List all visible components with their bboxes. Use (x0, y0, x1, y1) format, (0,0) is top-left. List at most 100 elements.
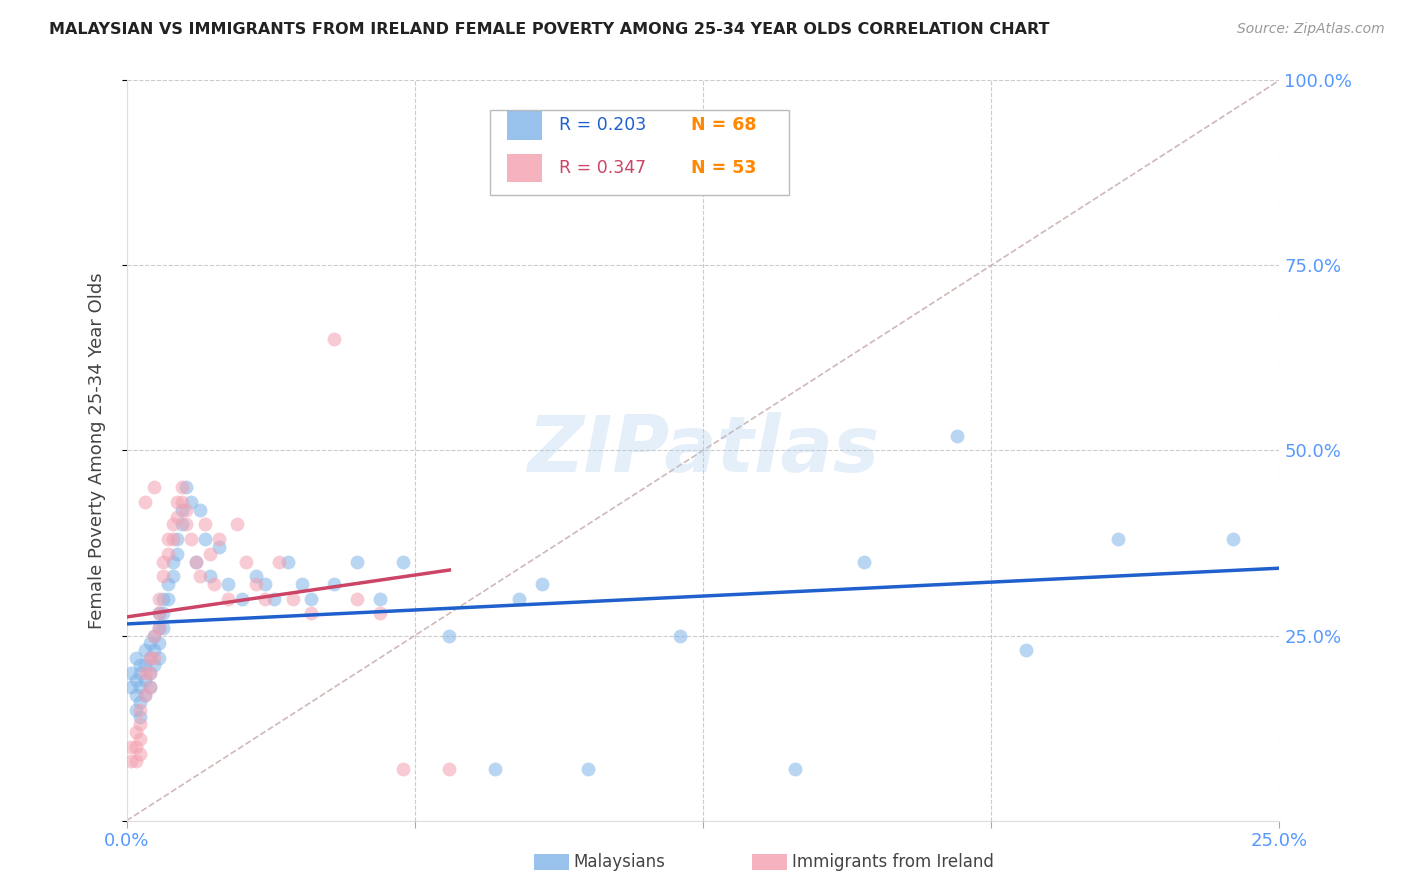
Point (138, 636, 160, 650)
Point (202, 576, 225, 591)
Point (152, 555, 174, 569)
Point (176, 480, 198, 494)
Point (162, 569, 184, 583)
Text: MALAYSIAN VS IMMIGRANTS FROM IRELAND FEMALE POVERTY AMONG 25-34 YEAR OLDS CORREL: MALAYSIAN VS IMMIGRANTS FROM IRELAND FEM… (49, 22, 1050, 37)
Point (143, 628, 166, 642)
Point (267, 555, 290, 569)
Point (176, 517, 198, 532)
Point (152, 569, 174, 583)
Text: Source: ZipAtlas.com: Source: ZipAtlas.com (1237, 22, 1385, 37)
Point (143, 628, 166, 642)
Point (143, 643, 166, 657)
Point (134, 658, 156, 673)
Point (129, 732, 152, 747)
Text: N = 53: N = 53 (692, 159, 756, 177)
Point (129, 695, 152, 709)
Point (253, 576, 276, 591)
Point (170, 517, 193, 532)
Point (198, 547, 221, 561)
Point (184, 555, 207, 569)
Point (125, 673, 148, 687)
Point (263, 591, 285, 606)
Point (143, 480, 166, 494)
Point (125, 724, 148, 739)
Point (157, 547, 180, 561)
Point (299, 607, 322, 621)
Point (148, 607, 170, 621)
Point (198, 569, 221, 583)
Point (323, 576, 346, 591)
Point (138, 665, 160, 680)
Point (208, 540, 231, 554)
Point (152, 607, 174, 621)
Point (162, 517, 184, 532)
Text: Immigrants from Ireland: Immigrants from Ireland (792, 853, 994, 871)
Point (134, 688, 156, 702)
Point (134, 495, 156, 509)
Point (138, 650, 160, 665)
Point (125, 755, 148, 769)
Point (129, 703, 152, 717)
Point (148, 621, 170, 635)
Text: R = 0.203: R = 0.203 (560, 117, 647, 135)
Text: Malaysians: Malaysians (574, 853, 665, 871)
Bar (508, 112, 541, 139)
Point (245, 569, 267, 583)
Point (508, 591, 530, 606)
Point (134, 673, 156, 687)
Point (138, 681, 160, 695)
Point (226, 517, 249, 532)
Text: R = 0.347: R = 0.347 (560, 159, 645, 177)
Point (157, 576, 180, 591)
Point (484, 762, 506, 776)
Point (245, 576, 267, 591)
Point (120, 755, 142, 769)
Point (120, 739, 142, 754)
Point (125, 650, 148, 665)
Point (235, 555, 257, 569)
Point (188, 502, 211, 516)
Point (166, 547, 188, 561)
Point (392, 555, 415, 569)
Y-axis label: Female Poverty Among 25-34 Year Olds: Female Poverty Among 25-34 Year Olds (87, 272, 105, 629)
Point (157, 591, 180, 606)
Point (143, 658, 166, 673)
Point (162, 555, 184, 569)
Point (1222, 533, 1244, 547)
Point (170, 480, 193, 494)
Point (368, 607, 391, 621)
Point (120, 681, 142, 695)
Point (134, 688, 156, 702)
Text: N = 68: N = 68 (692, 117, 756, 135)
Point (346, 555, 368, 569)
Point (170, 502, 193, 516)
Point (439, 762, 461, 776)
Point (299, 591, 322, 606)
Point (129, 747, 152, 761)
Point (231, 591, 253, 606)
Point (129, 681, 152, 695)
Point (176, 502, 198, 516)
Point (129, 710, 152, 724)
Point (166, 510, 188, 524)
Point (530, 576, 553, 591)
Point (166, 495, 188, 509)
Point (138, 681, 160, 695)
Point (217, 576, 239, 591)
Point (785, 762, 807, 776)
Point (208, 533, 231, 547)
Point (945, 428, 967, 442)
Point (120, 665, 142, 680)
Point (138, 650, 160, 665)
Point (346, 591, 368, 606)
Point (138, 665, 160, 680)
Point (277, 555, 299, 569)
Point (184, 555, 207, 569)
Point (152, 591, 174, 606)
Bar (508, 153, 541, 182)
Point (134, 643, 156, 657)
Point (125, 739, 148, 754)
Point (166, 533, 188, 547)
Point (143, 650, 166, 665)
Point (148, 636, 170, 650)
